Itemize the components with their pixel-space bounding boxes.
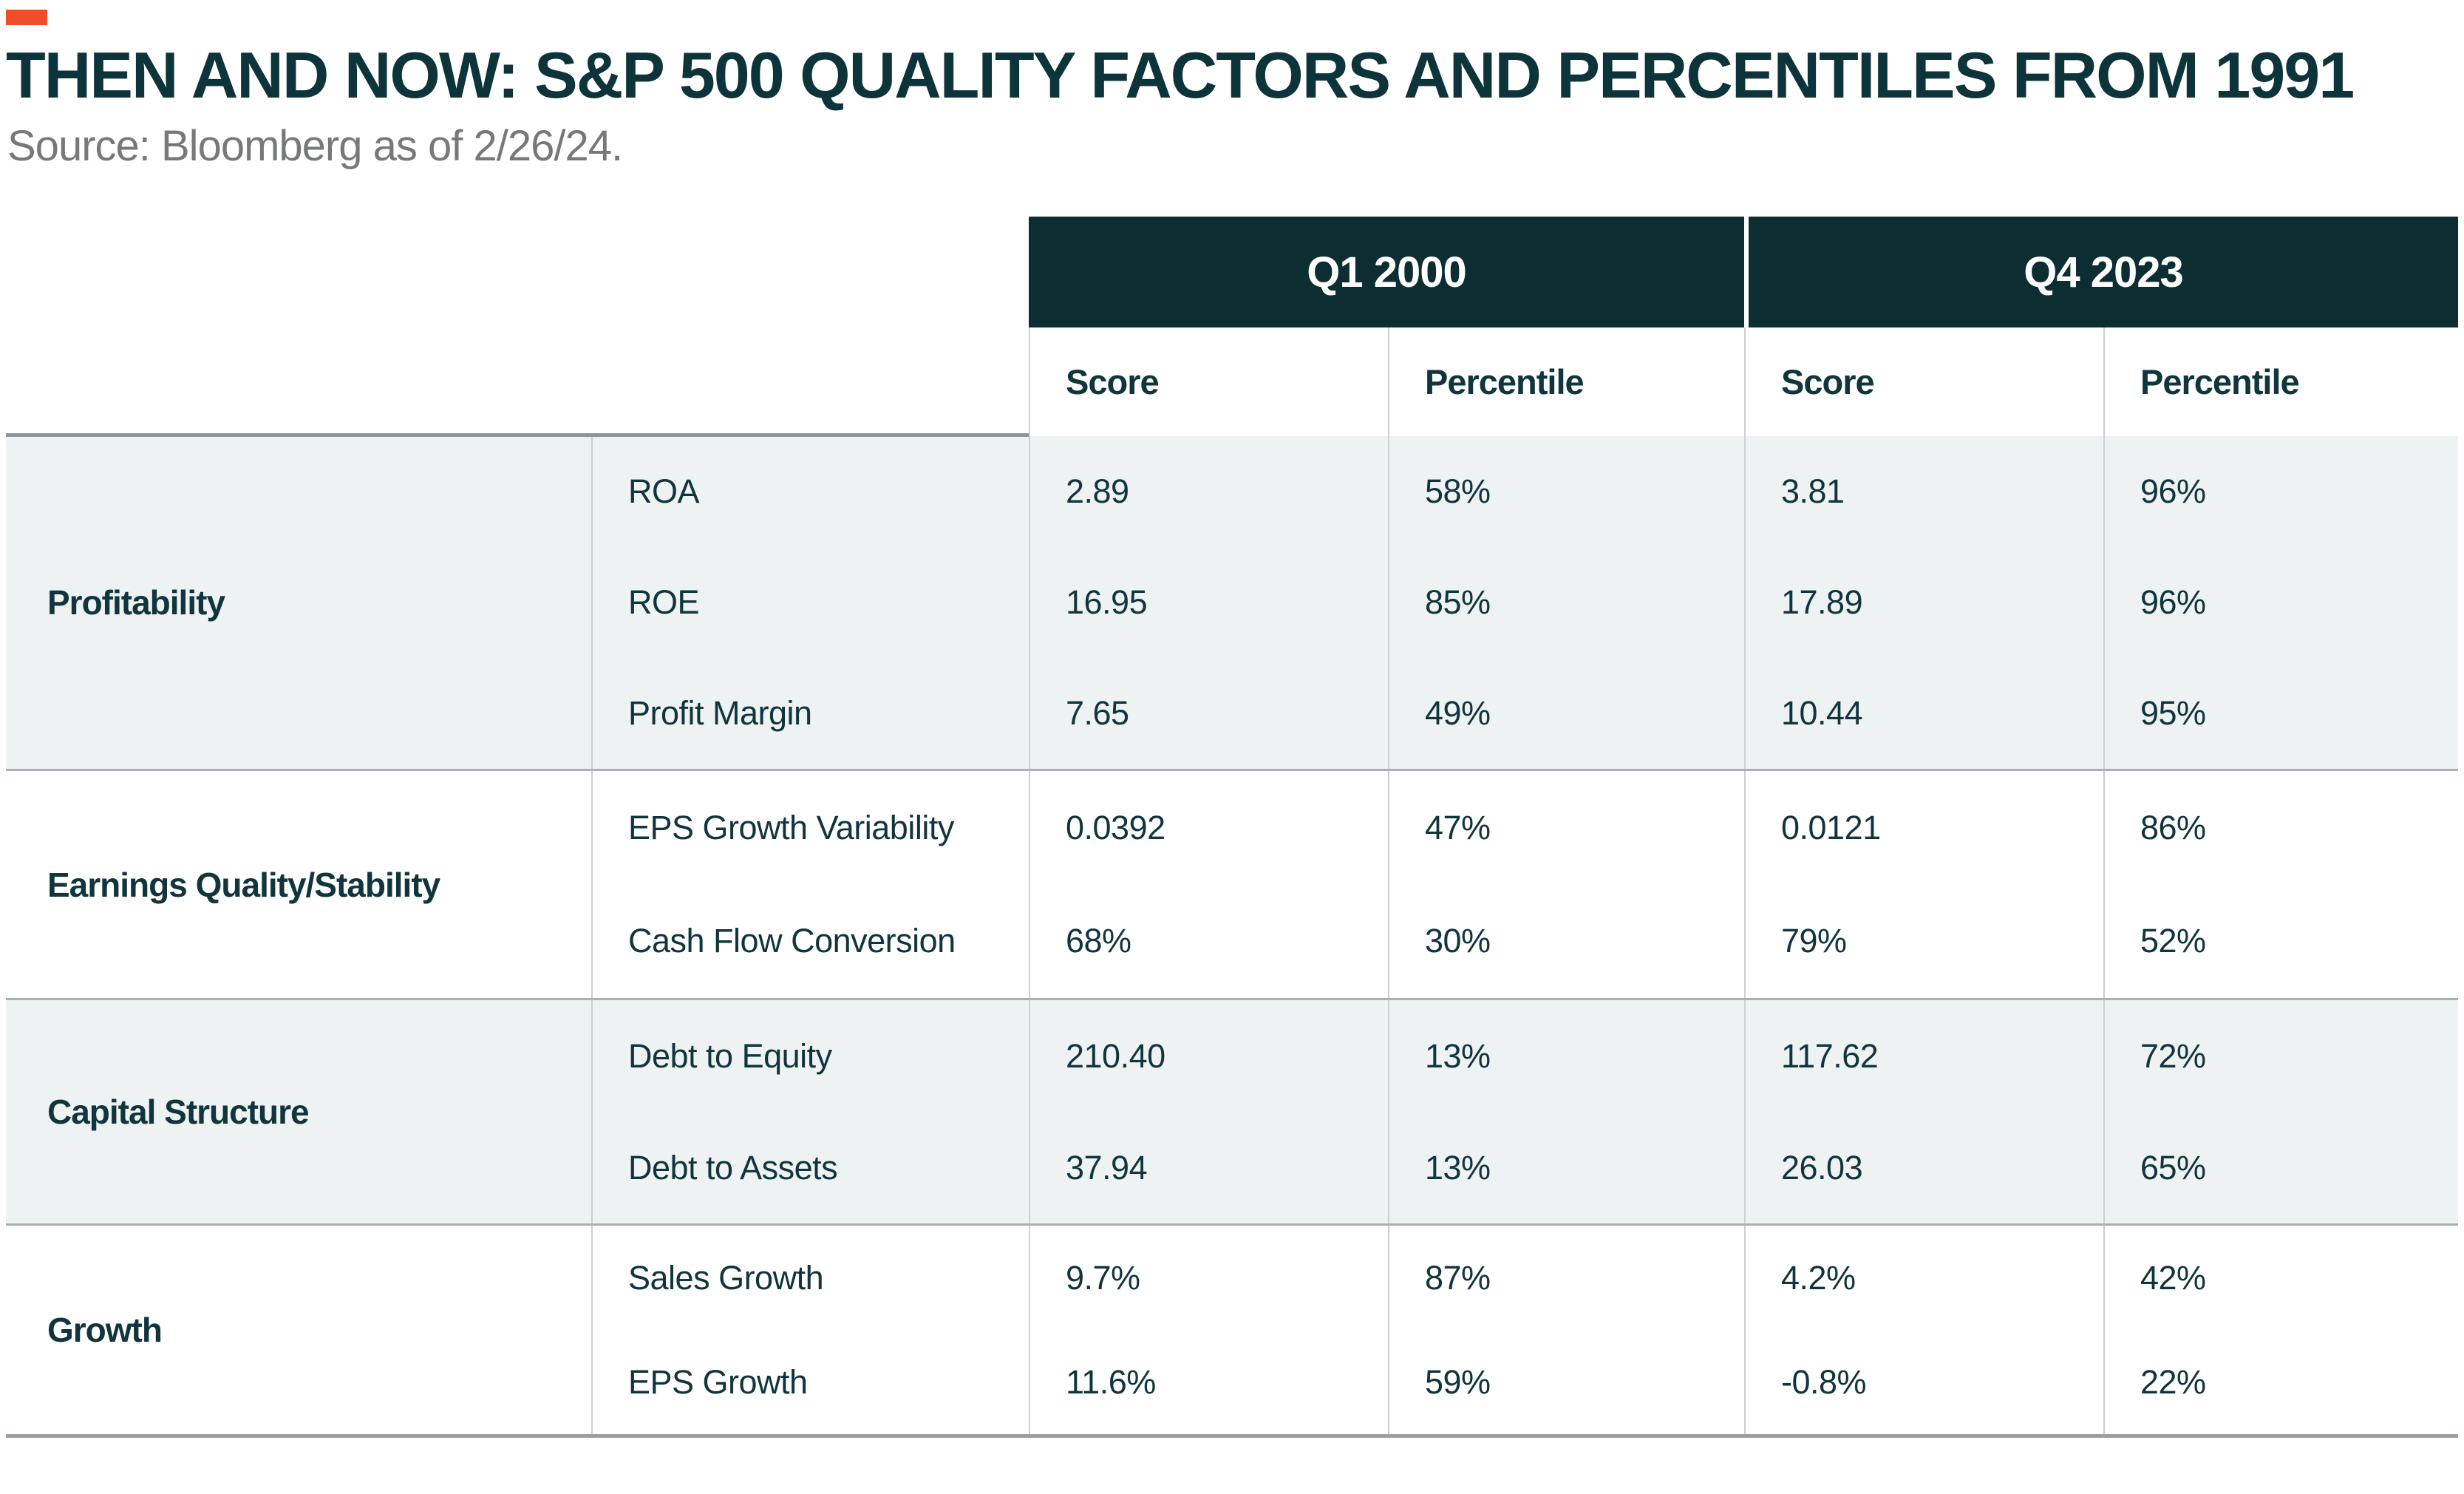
subheader-spacer (6, 327, 591, 436)
table-row: Sales Growth 9.7% 87% 4.2% 42% (591, 1226, 2458, 1330)
value-cell: 42% (2103, 1226, 2458, 1330)
value-cell: 52% (2103, 884, 2458, 998)
value-cell: 49% (1388, 658, 1744, 769)
table-group: Growth Sales Growth 9.7% 87% 4.2% 42% EPS Grow… (6, 1223, 2458, 1434)
source-line: Source: Bloomberg as of 2/26/24. (7, 122, 623, 170)
group-label: Earnings Quality/Stability (47, 865, 440, 904)
subheader-score-q4: Score (1744, 327, 2103, 436)
period-header-spacer (6, 217, 1029, 327)
value-cell: 10.44 (1744, 658, 2103, 769)
value-cell: 59% (1388, 1330, 1744, 1434)
period-header-q1-2000: Q1 2000 (1029, 217, 1744, 327)
metric-cell: EPS Growth Variability (591, 771, 1029, 885)
subheader-spacer (591, 327, 1029, 436)
group-label: Profitability (47, 583, 225, 622)
value-cell: 85% (1388, 547, 1744, 658)
value-cell: 95% (2103, 658, 2458, 769)
table-row: ROE 16.95 85% 17.89 96% (591, 547, 2458, 658)
subheader-percentile-q4: Percentile (2103, 327, 2458, 436)
metric-cell: ROA (591, 436, 1029, 547)
value-cell: 0.0392 (1029, 771, 1388, 885)
value-cell: 58% (1388, 436, 1744, 547)
value-cell: 2.89 (1029, 436, 1388, 547)
value-cell: 13% (1388, 1000, 1744, 1112)
group-label: Growth (47, 1311, 163, 1349)
value-cell: 0.0121 (1744, 771, 2103, 885)
metric-cell: EPS Growth (591, 1330, 1029, 1434)
group-rows: Sales Growth 9.7% 87% 4.2% 42% EPS Growth 11.6… (591, 1226, 2458, 1434)
value-cell: 47% (1388, 771, 1744, 885)
table-group: Earnings Quality/Stability EPS Growth Var… (6, 769, 2458, 998)
value-cell: 4.2% (1744, 1226, 2103, 1330)
value-cell: 7.65 (1029, 658, 1388, 769)
table-row: Debt to Equity 210.40 13% 117.62 72% (591, 1000, 2458, 1112)
value-cell: 26.03 (1744, 1112, 2103, 1223)
accent-dash (6, 10, 47, 25)
subheader-score-q1: Score (1029, 327, 1388, 436)
quality-factors-table: Q1 2000 Q4 2023 Score Percentile Score P… (6, 217, 2458, 1438)
value-cell: 30% (1388, 884, 1744, 998)
table-top-rule (6, 433, 1029, 437)
value-cell: 96% (2103, 436, 2458, 547)
value-cell: 210.40 (1029, 1000, 1388, 1112)
value-cell: 13% (1388, 1112, 1744, 1223)
table-body: Profitability ROA 2.89 58% 3.81 96% ROE 16.95 85… (6, 436, 2458, 1434)
group-rows: ROA 2.89 58% 3.81 96% ROE 16.95 85% 17.89 96% Prof… (591, 436, 2458, 769)
table-group: Capital Structure Debt to Equity 210.40 13%… (6, 998, 2458, 1223)
metric-cell: Debt to Equity (591, 1000, 1029, 1112)
value-cell: -0.8% (1744, 1330, 2103, 1434)
value-cell: 17.89 (1744, 547, 2103, 658)
value-cell: 86% (2103, 771, 2458, 885)
value-cell: 65% (2103, 1112, 2458, 1223)
table-row: Debt to Assets 37.94 13% 26.03 65% (591, 1112, 2458, 1223)
value-cell: 9.7% (1029, 1226, 1388, 1330)
value-cell: 11.6% (1029, 1330, 1388, 1434)
metric-cell: Sales Growth (591, 1226, 1029, 1330)
value-cell: 87% (1388, 1226, 1744, 1330)
value-cell: 16.95 (1029, 547, 1388, 658)
table-row: EPS Growth Variability 0.0392 47% 0.0121 86% (591, 771, 2458, 885)
table-row: Profit Margin 7.65 49% 10.44 95% (591, 658, 2458, 769)
group-rows: EPS Growth Variability 0.0392 47% 0.0121 86%… (591, 771, 2458, 998)
value-cell: 37.94 (1029, 1112, 1388, 1223)
page-title: THEN AND NOW: S&P 500 QUALITY FACTORS AN… (6, 38, 2355, 112)
metric-cell: Debt to Assets (591, 1112, 1029, 1223)
value-cell: 22% (2103, 1330, 2458, 1434)
period-header-row: Q1 2000 Q4 2023 (6, 217, 2458, 327)
table-row: EPS Growth 11.6% 59% -0.8% 22% (591, 1330, 2458, 1434)
table-row: ROA 2.89 58% 3.81 96% (591, 436, 2458, 547)
table-row: Cash Flow Conversion 68% 30% 79% 52% (591, 884, 2458, 998)
group-rows: Debt to Equity 210.40 13% 117.62 72% Debt to … (591, 1000, 2458, 1223)
value-cell: 72% (2103, 1000, 2458, 1112)
value-cell: 117.62 (1744, 1000, 2103, 1112)
subheader-row: Score Percentile Score Percentile (6, 327, 2458, 436)
value-cell: 68% (1029, 884, 1388, 998)
table-bottom-rule (6, 1434, 2458, 1438)
metric-cell: Cash Flow Conversion (591, 884, 1029, 998)
subheader-percentile-q1: Percentile (1388, 327, 1744, 436)
metric-cell: ROE (591, 547, 1029, 658)
value-cell: 3.81 (1744, 436, 2103, 547)
table-group: Profitability ROA 2.89 58% 3.81 96% ROE 16.95 85… (6, 436, 2458, 769)
period-header-q4-2023: Q4 2023 (1744, 217, 2458, 327)
group-label: Capital Structure (47, 1093, 310, 1131)
value-cell: 96% (2103, 547, 2458, 658)
value-cell: 79% (1744, 884, 2103, 998)
metric-cell: Profit Margin (591, 658, 1029, 769)
